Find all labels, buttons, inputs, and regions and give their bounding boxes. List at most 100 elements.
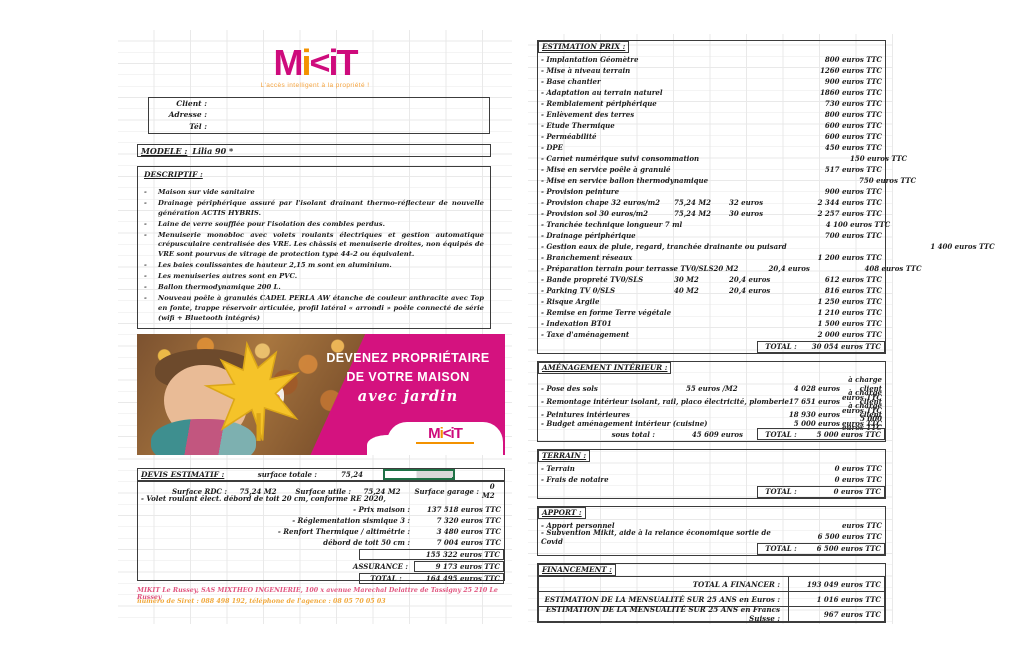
bullet-dash: - [144,283,147,292]
estimation-row: - Base chantier 900 euros TTC [538,76,885,87]
surface-garage-label: Surface garage : [414,486,479,496]
devis-title: DEVIS ESTIMATIF : [141,470,225,479]
client-row: Tél : [149,121,489,132]
apport-total-label: TOTAL : [765,544,797,553]
assurance-label: ASSURANCE : [352,561,408,571]
row-mid-amount: 4 028 euros [793,384,840,393]
logo-tagline: L'accès intelligent à la propriété ! [260,82,370,89]
surfaces-row: Surface RDC : 75,24 M2 Surface utile : 7… [138,482,504,500]
row-amount: 2 000 euros TTC [817,330,882,339]
row-amount: 816 euros TTC [824,286,882,295]
row-label: - Remontage intérieur isolant, rail, pla… [541,397,789,406]
section-financement: FINANCEMENT : TOTAL A FINANCER : 193 049… [537,563,886,623]
row-amount: 967 euros TTC [788,607,884,621]
row-quantity: 75,24 M2 [674,209,711,218]
terrain-total-amount: 0 euros TTC [833,487,881,496]
descriptif-bullet: - Drainage périphérique assuré par l'iso… [144,199,484,218]
bullet-dash: - [144,188,147,196]
page-2-column: ESTIMATION PRIX : - Implantation Géomètr… [537,40,995,630]
surface-totale-label: surface totale : [257,470,317,479]
client-row-label: Tél : [189,121,207,131]
estimation-row: - DPE 450 euros TTC [538,142,885,153]
row-quantity: 40 M2 [674,286,699,295]
apport-row: - Subvention Mikit, aide à la relance éc… [538,528,885,546]
row-label: - Frais de notaire [541,475,609,484]
row-label: - Budget aménagement intérieur (cuisine) [541,418,708,428]
banner-line-2: DE VOTRE MAISON [346,370,470,384]
row-amount: 2 344 euros TTC [817,198,882,207]
devis-header-row: DEVIS ESTIMATIF : surface totale : 75,24 [137,468,505,481]
selected-cell[interactable] [383,469,455,480]
terrain-row: - Terrain 0 euros TTC [538,463,885,474]
footer-line-2: numéro de Siret : 088 498 192, téléphone… [137,598,386,605]
bullet-text: Les menuiseries autres sont en PVC. [158,272,298,281]
client-row-label: Client : [176,99,207,109]
row-amount: 0 euros TTC [834,464,882,473]
financement-rows: TOTAL A FINANCER : 193 049 euros TTC EST… [538,576,885,623]
row-label: - Taxe d'aménagement [541,330,630,339]
logo-letter-m: M [428,425,440,442]
logo-letter-t: T [453,425,463,442]
row-label: - Branchement réseaux [541,253,633,262]
row-amount: 800 euros TTC [824,55,882,64]
bullet-text: Les baies coulissantes de hauteur 2,15 m… [158,261,392,270]
amenagement-row: - Remontage intérieur isolant, rail, pla… [538,388,885,415]
row-rate: 20,4 euros [729,286,771,295]
row-label: ESTIMATION DE LA MENSUALITÉ SUR 25 ANS e… [544,594,780,604]
row-label: - Subvention Mikit, aide à la relance éc… [541,527,771,546]
descriptif-bullet: - Ballon thermodynamique 200 L. [144,283,484,293]
amenagement-total-label: TOTAL : [765,429,797,439]
banner-line-1: DEVENEZ PROPRIÉTAIRE [326,351,490,365]
banner-image: DEVENEZ PROPRIÉTAIRE DE VOTRE MAISON ave… [137,334,505,455]
page-1: Mi<iT L'accès intelligent à la propriété… [118,30,512,624]
logo-letter-m: M [273,42,303,83]
amenagement-rows: - Pose des sols 55 euros /M2 4 028 euros… [538,375,885,432]
estimation-row: - Préparation terrain pour terrasse TV0/… [538,263,922,274]
section-apport: APPORT : - Apport personnel euros TTC - … [537,506,886,556]
row-quantity: 30 M2 [674,275,699,284]
row-label: - Provision sol 30 euros/m2 [541,209,649,218]
apport-total-amount: 6 500 euros TTC [816,544,881,553]
devis-total-row: TOTAL : 164 495 euros TTC [138,572,504,584]
estimation-title: ESTIMATION PRIX : [538,41,630,53]
price-label: - Réglementation sismique 3 : [292,516,410,525]
row-unit: 55 euros /M2 [686,384,738,393]
row-label: - Provision peinture [541,187,620,196]
estimation-row: - Indexation BT01 1 500 euros TTC [538,318,885,329]
row-label: ESTIMATION DE LA MENSUALITÉ SUR 25 ANS e… [545,605,780,623]
row-mid-amount: 5 000 euros [793,418,840,428]
section-amenagement-interieur: AMÉNAGEMENT INTÉRIEUR : - Pose des sols … [537,361,886,442]
row-label: - Carnet numérique suivi consommation [541,154,700,163]
row-amount: 2 257 euros TTC [817,209,882,218]
descriptif-bullet: - Nouveau poêle à granulés CADEL PERLA A… [144,294,484,323]
logo-letter-k: < [442,425,452,442]
row-rate: 20,4 euros [729,275,771,284]
estimation-row: - Taxe d'aménagement 2 000 euros TTC [538,329,885,340]
surface-rdc-value: 75,24 M2 [239,486,277,496]
row-amount: 900 euros TTC [824,187,882,196]
mikit-logo-word: Mi<iT [118,45,512,81]
estimation-row: - Perméabilité 600 euros TTC [538,131,885,142]
terrain-rows: - Terrain 0 euros TTC - Frais de notaire… [538,463,885,485]
bullet-dash: - [144,219,147,228]
row-amount: 900 euros TTC [824,77,882,86]
row-amount: 600 euros TTC [824,132,882,141]
page-2: ESTIMATION PRIX : - Implantation Géomètr… [528,34,995,624]
price-amount: 3 480 euros TTC [436,527,501,536]
estimation-total-label: TOTAL : [765,342,797,351]
estimation-row: - Provision sol 30 euros/m2 75,24 M2 30 … [538,208,885,219]
logo-letter-i2: i [328,42,339,83]
devis-subtotal: 155 322 euros TTC [425,549,500,559]
row-label: - Base chantier [541,77,601,86]
bullet-dash: - [144,294,147,303]
row-mid-amount: 18 930 euros [788,410,840,419]
mikit-logo: Mi<iT L'accès intelligent à la propriété… [118,45,512,90]
banner-cloud: Mi<iT [367,422,503,455]
logo-letter-i1: i [439,425,444,442]
row-amount: 750 euros TTC [859,176,917,185]
surface-utile-value: 75,24 M2 [363,486,401,496]
devis-subtotal-row: 155 322 euros TTC [138,548,504,560]
row-quantity: 20 M2 [713,264,739,273]
row-label: - Perméabilité [541,132,597,141]
